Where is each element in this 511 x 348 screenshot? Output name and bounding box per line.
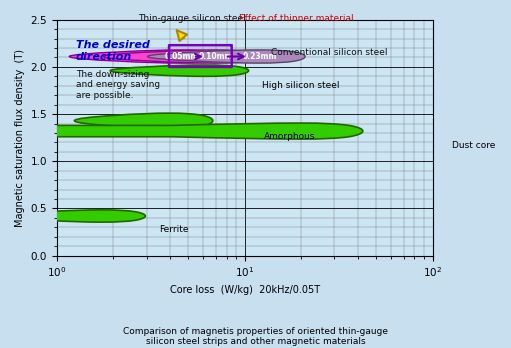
Text: The down-sizing
and energy saving
are possible.: The down-sizing and energy saving are po… (76, 70, 160, 100)
Text: 0.05mm: 0.05mm (164, 52, 199, 61)
Text: Ferrite: Ferrite (159, 226, 189, 235)
Ellipse shape (148, 50, 305, 63)
Ellipse shape (69, 50, 227, 63)
Text: Effect of thinner material: Effect of thinner material (239, 15, 354, 23)
Ellipse shape (110, 65, 248, 76)
Y-axis label: Magnetic saturation flux density  (T): Magnetic saturation flux density (T) (15, 49, 25, 227)
Text: Thin-gauge silicon steel: Thin-gauge silicon steel (138, 15, 246, 23)
Ellipse shape (104, 50, 261, 63)
Text: Dust core: Dust core (452, 141, 495, 150)
Text: Amorphous: Amorphous (264, 132, 315, 141)
Text: High silicon steel: High silicon steel (262, 81, 340, 90)
X-axis label: Core loss  (W/kg)  20kHz/0.05T: Core loss (W/kg) 20kHz/0.05T (170, 285, 320, 295)
Ellipse shape (75, 113, 213, 128)
Ellipse shape (7, 210, 146, 222)
Text: Conventional silicon steel: Conventional silicon steel (271, 48, 387, 57)
Text: 0.23mm: 0.23mm (242, 52, 277, 61)
Text: 0.10mm: 0.10mm (198, 52, 233, 61)
Text: The desired
direction: The desired direction (76, 40, 150, 62)
Text: Comparison of magnetis properties of oriented thin-gauge
silicon steel strips an: Comparison of magnetis properties of ori… (123, 327, 388, 346)
Ellipse shape (0, 123, 363, 139)
